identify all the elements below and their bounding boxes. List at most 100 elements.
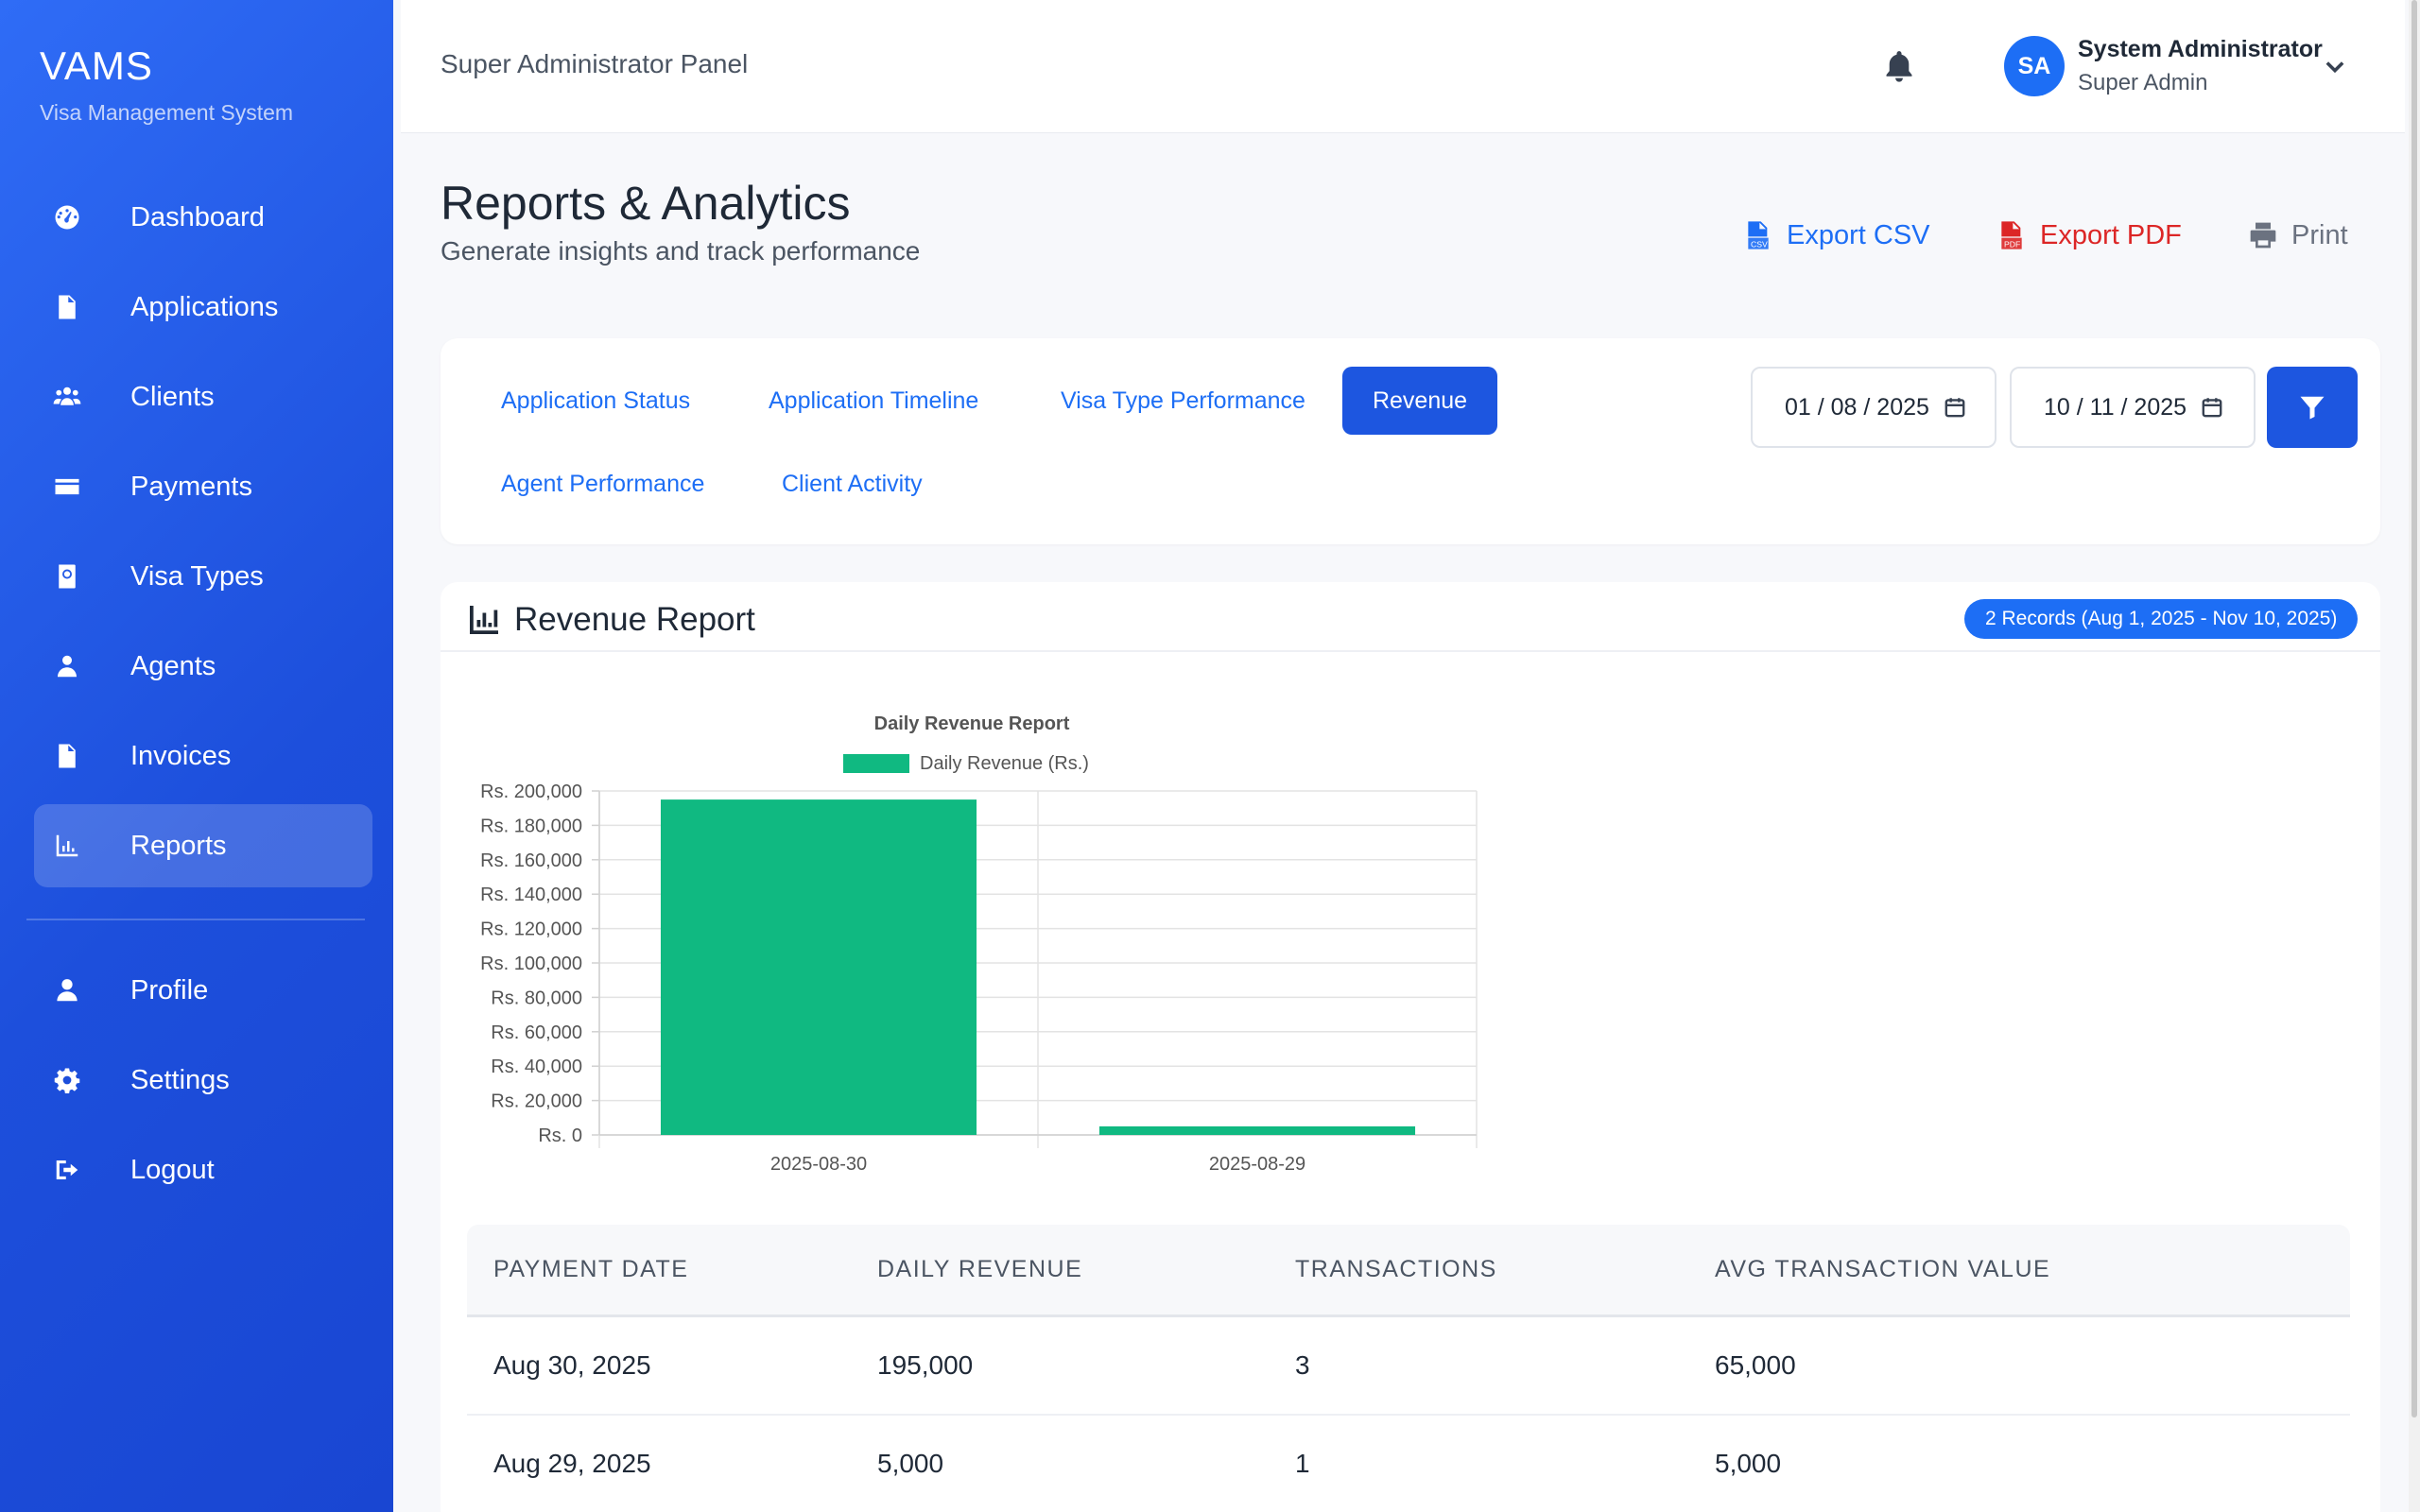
calendar-icon (1945, 398, 1965, 418)
revenue-table: PAYMENT DATE DAILY REVENUE TRANSACTIONS … (467, 1225, 2350, 1512)
scrollbar-thumb[interactable] (2411, 0, 2417, 1418)
cell-transactions: 1 (1295, 1449, 1310, 1478)
legend-swatch (843, 754, 909, 773)
page-title: Reports & Analytics (441, 177, 851, 230)
bar-2025-08-29 (1098, 1125, 1416, 1135)
table-row[interactable]: Aug 30, 2025 195,000 3 65,000 (467, 1317, 2350, 1416)
chart-title: Daily Revenue Report (874, 713, 1070, 734)
column-header-payment-date[interactable]: PAYMENT DATE (493, 1256, 689, 1282)
notification-bell-icon[interactable] (1881, 47, 1917, 85)
y-tick-label: Rs. 0 (538, 1125, 582, 1146)
export-csv-button[interactable]: CSV Export CSV (1743, 219, 1930, 251)
date-from-input[interactable]: 01 / 08 / 2025 (1751, 367, 1996, 448)
sidebar-item-payments[interactable]: Payments (34, 445, 372, 528)
topbar: Super Administrator Panel SA System Admi… (401, 0, 2405, 132)
sidebar-item-reports[interactable]: Reports (34, 804, 372, 887)
y-tick-label: Rs. 120,000 (480, 919, 582, 940)
sidebar-item-label: Invoices (130, 740, 232, 771)
logout-icon (51, 1154, 83, 1186)
cell-transactions: 3 (1295, 1350, 1310, 1380)
csv-file-icon: CSV (1748, 221, 1769, 249)
export-pdf-label: Export PDF (2040, 219, 2182, 250)
sidebar-item-clients[interactable]: Clients (34, 355, 372, 438)
sidebar-item-settings[interactable]: Settings (34, 1039, 372, 1122)
sidebar-item-profile[interactable]: Profile (34, 949, 372, 1032)
sidebar-item-label: Applications (130, 291, 279, 322)
sidebar-item-label: Payments (130, 471, 252, 502)
invoice-icon (51, 740, 83, 772)
sidebar: VAMS Visa Management System Dashboard Ap… (0, 0, 393, 1512)
printer-icon (2250, 222, 2276, 249)
date-to-value: 10 / 11 / 2025 (2044, 393, 2187, 421)
export-csv-label: Export CSV (1787, 219, 1930, 250)
y-tick-label: Rs. 200,000 (480, 782, 582, 802)
records-badge: 2 Records (Aug 1, 2025 - Nov 10, 2025) (1964, 599, 2359, 639)
cell-avg-transaction-value: 5,000 (1715, 1449, 1782, 1478)
calendar-icon (2202, 398, 2222, 418)
date-to-input[interactable]: 10 / 11 / 2025 (2010, 367, 2256, 448)
user-role: Super Admin (2078, 70, 2208, 95)
report-title: Revenue Report (514, 601, 755, 638)
column-header-transactions[interactable]: TRANSACTIONS (1295, 1256, 1497, 1282)
brand-title: VAMS (40, 43, 153, 88)
export-pdf-button[interactable]: PDF Export PDF (1996, 219, 2182, 251)
tab-application-timeline[interactable]: Application Timeline (769, 387, 979, 414)
sidebar-item-logout[interactable]: Logout (34, 1128, 372, 1211)
chart-icon (51, 830, 83, 862)
brand: VAMS Visa Management System (40, 43, 293, 126)
chevron-down-icon[interactable] (2322, 53, 2348, 79)
cell-avg-transaction-value: 65,000 (1715, 1350, 1796, 1380)
legend-label: Daily Revenue (Rs.) (920, 753, 1089, 774)
column-header-avg-transaction-value[interactable]: AVG TRANSACTION VALUE (1715, 1256, 2051, 1282)
cell-daily-revenue: 195,000 (877, 1350, 974, 1380)
sidebar-item-dashboard[interactable]: Dashboard (34, 176, 372, 259)
y-tick-label: Rs. 40,000 (491, 1057, 582, 1077)
sidebar-item-label: Clients (130, 381, 215, 412)
sidebar-item-label: Profile (130, 974, 209, 1005)
tab-visa-type-performance[interactable]: Visa Type Performance (1061, 387, 1305, 414)
date-from-value: 01 / 08 / 2025 (1785, 393, 1929, 421)
y-tick-label: Rs. 180,000 (480, 816, 582, 836)
chart-icon (467, 603, 501, 637)
sidebar-nav: Dashboard Applications Clients Payments … (34, 176, 372, 894)
sidebar-item-label: Agents (130, 650, 216, 681)
sidebar-secondary-nav: Profile Settings Logout (34, 949, 372, 1218)
tab-revenue[interactable]: Revenue (1342, 367, 1497, 435)
apply-filter-button[interactable] (2267, 367, 2358, 448)
panel-title: Super Administrator Panel (441, 49, 749, 78)
table-header: PAYMENT DATE DAILY REVENUE TRANSACTIONS … (467, 1225, 2350, 1317)
dashboard-icon (51, 201, 83, 233)
sidebar-item-agents[interactable]: Agents (34, 625, 372, 708)
sidebar-item-label: Visa Types (130, 560, 264, 592)
sidebar-item-applications[interactable]: Applications (34, 266, 372, 349)
bar-2025-08-30 (660, 799, 977, 1135)
table-row[interactable]: Aug 29, 2025 5,000 1 5,000 (467, 1416, 2350, 1512)
y-tick-label: Rs. 20,000 (491, 1091, 582, 1112)
sidebar-item-label: Settings (130, 1064, 230, 1095)
sidebar-item-visa-types[interactable]: Visa Types (34, 535, 372, 618)
y-tick-label: Rs. 140,000 (480, 885, 582, 905)
tab-client-activity[interactable]: Client Activity (782, 471, 923, 497)
sidebar-item-invoices[interactable]: Invoices (34, 714, 372, 798)
cell-payment-date: Aug 30, 2025 (493, 1350, 651, 1380)
passport-icon (51, 560, 83, 593)
cell-payment-date: Aug 29, 2025 (493, 1449, 651, 1478)
user-name: System Administrator (2078, 36, 2323, 62)
revenue-report-card: Revenue Report 2 Records (Aug 1, 2025 - … (441, 582, 2380, 1512)
tab-application-status[interactable]: Application Status (501, 387, 691, 414)
brand-subtitle: Visa Management System (40, 100, 294, 125)
column-header-daily-revenue[interactable]: DAILY REVENUE (877, 1256, 1083, 1282)
users-icon (51, 381, 83, 413)
filter-icon (2300, 396, 2325, 420)
x-tick-label: 2025-08-29 (1209, 1154, 1305, 1175)
svg-text:CSV: CSV (1751, 240, 1768, 249)
avatar[interactable]: SA (2004, 36, 2065, 96)
agent-icon (51, 650, 83, 682)
revenue-chart: Daily Revenue Report Daily Revenue (Rs.) R… (480, 713, 1478, 1175)
y-tick-label: Rs. 80,000 (491, 988, 582, 1008)
cell-daily-revenue: 5,000 (877, 1449, 944, 1478)
tab-agent-performance[interactable]: Agent Performance (501, 471, 705, 497)
x-tick-label: 2025-08-30 (770, 1154, 867, 1175)
user-icon (51, 974, 83, 1006)
print-button[interactable]: Print (2248, 219, 2348, 251)
